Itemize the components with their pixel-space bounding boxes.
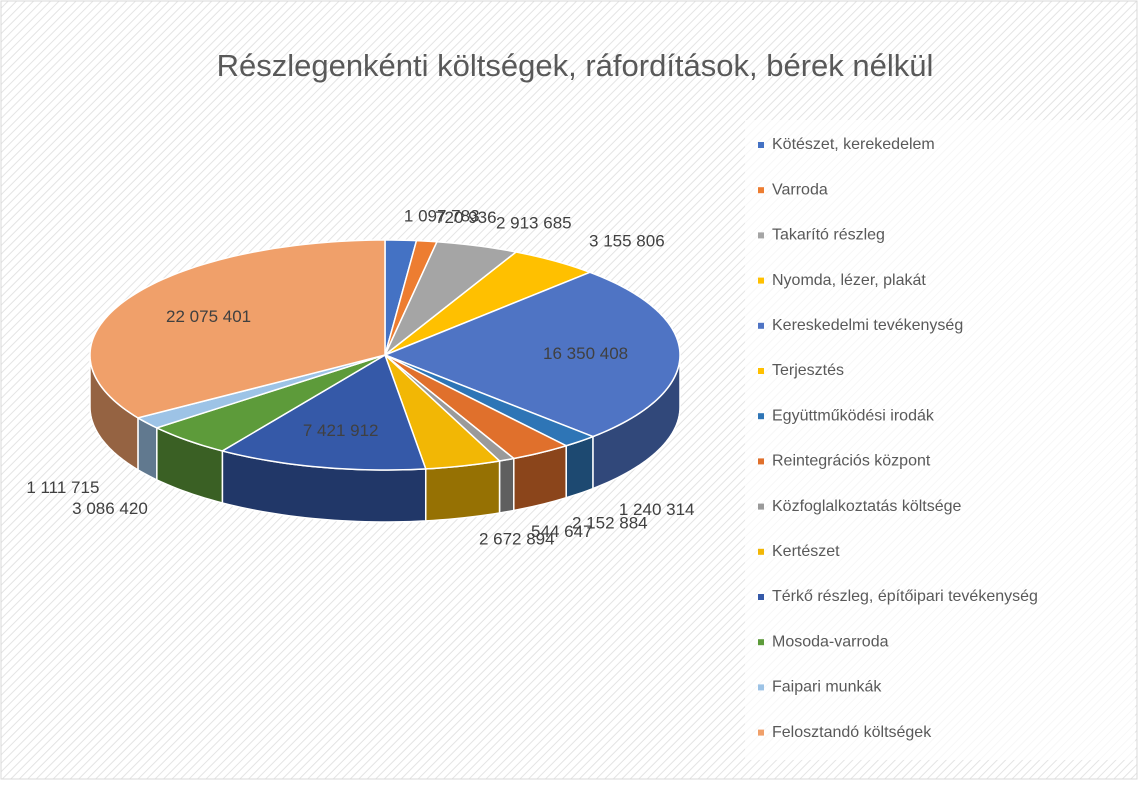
chart-title: Részlegenkénti költségek, ráfordítások, … <box>217 48 934 83</box>
slice-side <box>424 460 501 522</box>
slice-top <box>384 354 569 460</box>
slice-top <box>89 239 386 419</box>
data-label: 1 111 715 <box>26 478 99 497</box>
legend-label: Kötészet, kerekedelem <box>772 136 935 153</box>
slice-top <box>382 271 681 438</box>
legend-swatch <box>758 639 764 646</box>
data-label: 16 350 408 <box>543 344 628 363</box>
pie-slice <box>384 354 595 499</box>
legend-label: Térkő részleg, építőipari tevékenység <box>772 588 1038 605</box>
legend-label: Mosoda-varroda <box>772 633 889 650</box>
pie-slice <box>384 251 592 356</box>
legend-swatch <box>758 594 764 600</box>
slice-top <box>220 353 427 471</box>
data-label: 7 421 912 <box>303 421 379 440</box>
slice-side <box>498 457 515 514</box>
data-label: 3 086 420 <box>72 499 148 518</box>
data-label: 720 936 <box>435 208 496 227</box>
pie-slice <box>89 239 386 472</box>
legend-label: Kertészet <box>772 543 840 560</box>
legend-box <box>745 120 1135 760</box>
legend-swatch <box>758 684 764 691</box>
data-label: 2 152 884 <box>572 514 648 533</box>
slice-top <box>154 354 386 452</box>
legend-swatch <box>758 368 764 374</box>
slice-top <box>384 241 518 356</box>
data-label: 2 672 894 <box>479 530 555 549</box>
legend-label: Varroda <box>772 181 828 198</box>
legend-swatch <box>758 142 764 148</box>
legend-swatch <box>758 458 764 465</box>
legend-swatch <box>758 503 764 510</box>
pie-slice <box>135 354 386 482</box>
legend-swatch <box>758 413 764 420</box>
legend-swatch <box>758 548 764 555</box>
legend-label: Takarító részleg <box>772 227 885 244</box>
pie-slice <box>220 353 427 523</box>
legend-swatch <box>758 729 764 736</box>
data-label: 3 155 806 <box>589 232 665 251</box>
data-label: 22 075 401 <box>166 307 251 326</box>
legend-label: Faipari munkák <box>772 679 882 696</box>
legend-swatch <box>758 322 764 329</box>
data-label: 2 913 685 <box>496 213 572 232</box>
legend-label: Együttműködési irodák <box>772 407 935 424</box>
legend-label: Reintegrációs központ <box>772 453 931 470</box>
legend-swatch <box>758 232 764 239</box>
pie-slice <box>154 354 386 504</box>
legend-label: Felosztandó költségek <box>772 724 932 741</box>
legend-label: Kereskedelmi tevékenység <box>772 317 963 334</box>
data-label: 544 647 <box>531 522 592 541</box>
legend-swatch <box>758 277 764 284</box>
slice-side <box>565 435 594 499</box>
legend-swatch <box>758 187 764 194</box>
legend-label: Terjesztés <box>772 362 844 379</box>
data-label: 1 240 314 <box>619 500 695 519</box>
slice-top <box>384 354 502 470</box>
legend-label: Közfoglalkoztatás költsége <box>772 498 962 515</box>
data-label: 1 097 783 <box>404 207 480 226</box>
pie-slice <box>384 241 518 356</box>
slice-top <box>384 251 592 356</box>
legend-label: Nyomda, lézer, plakát <box>772 272 926 289</box>
